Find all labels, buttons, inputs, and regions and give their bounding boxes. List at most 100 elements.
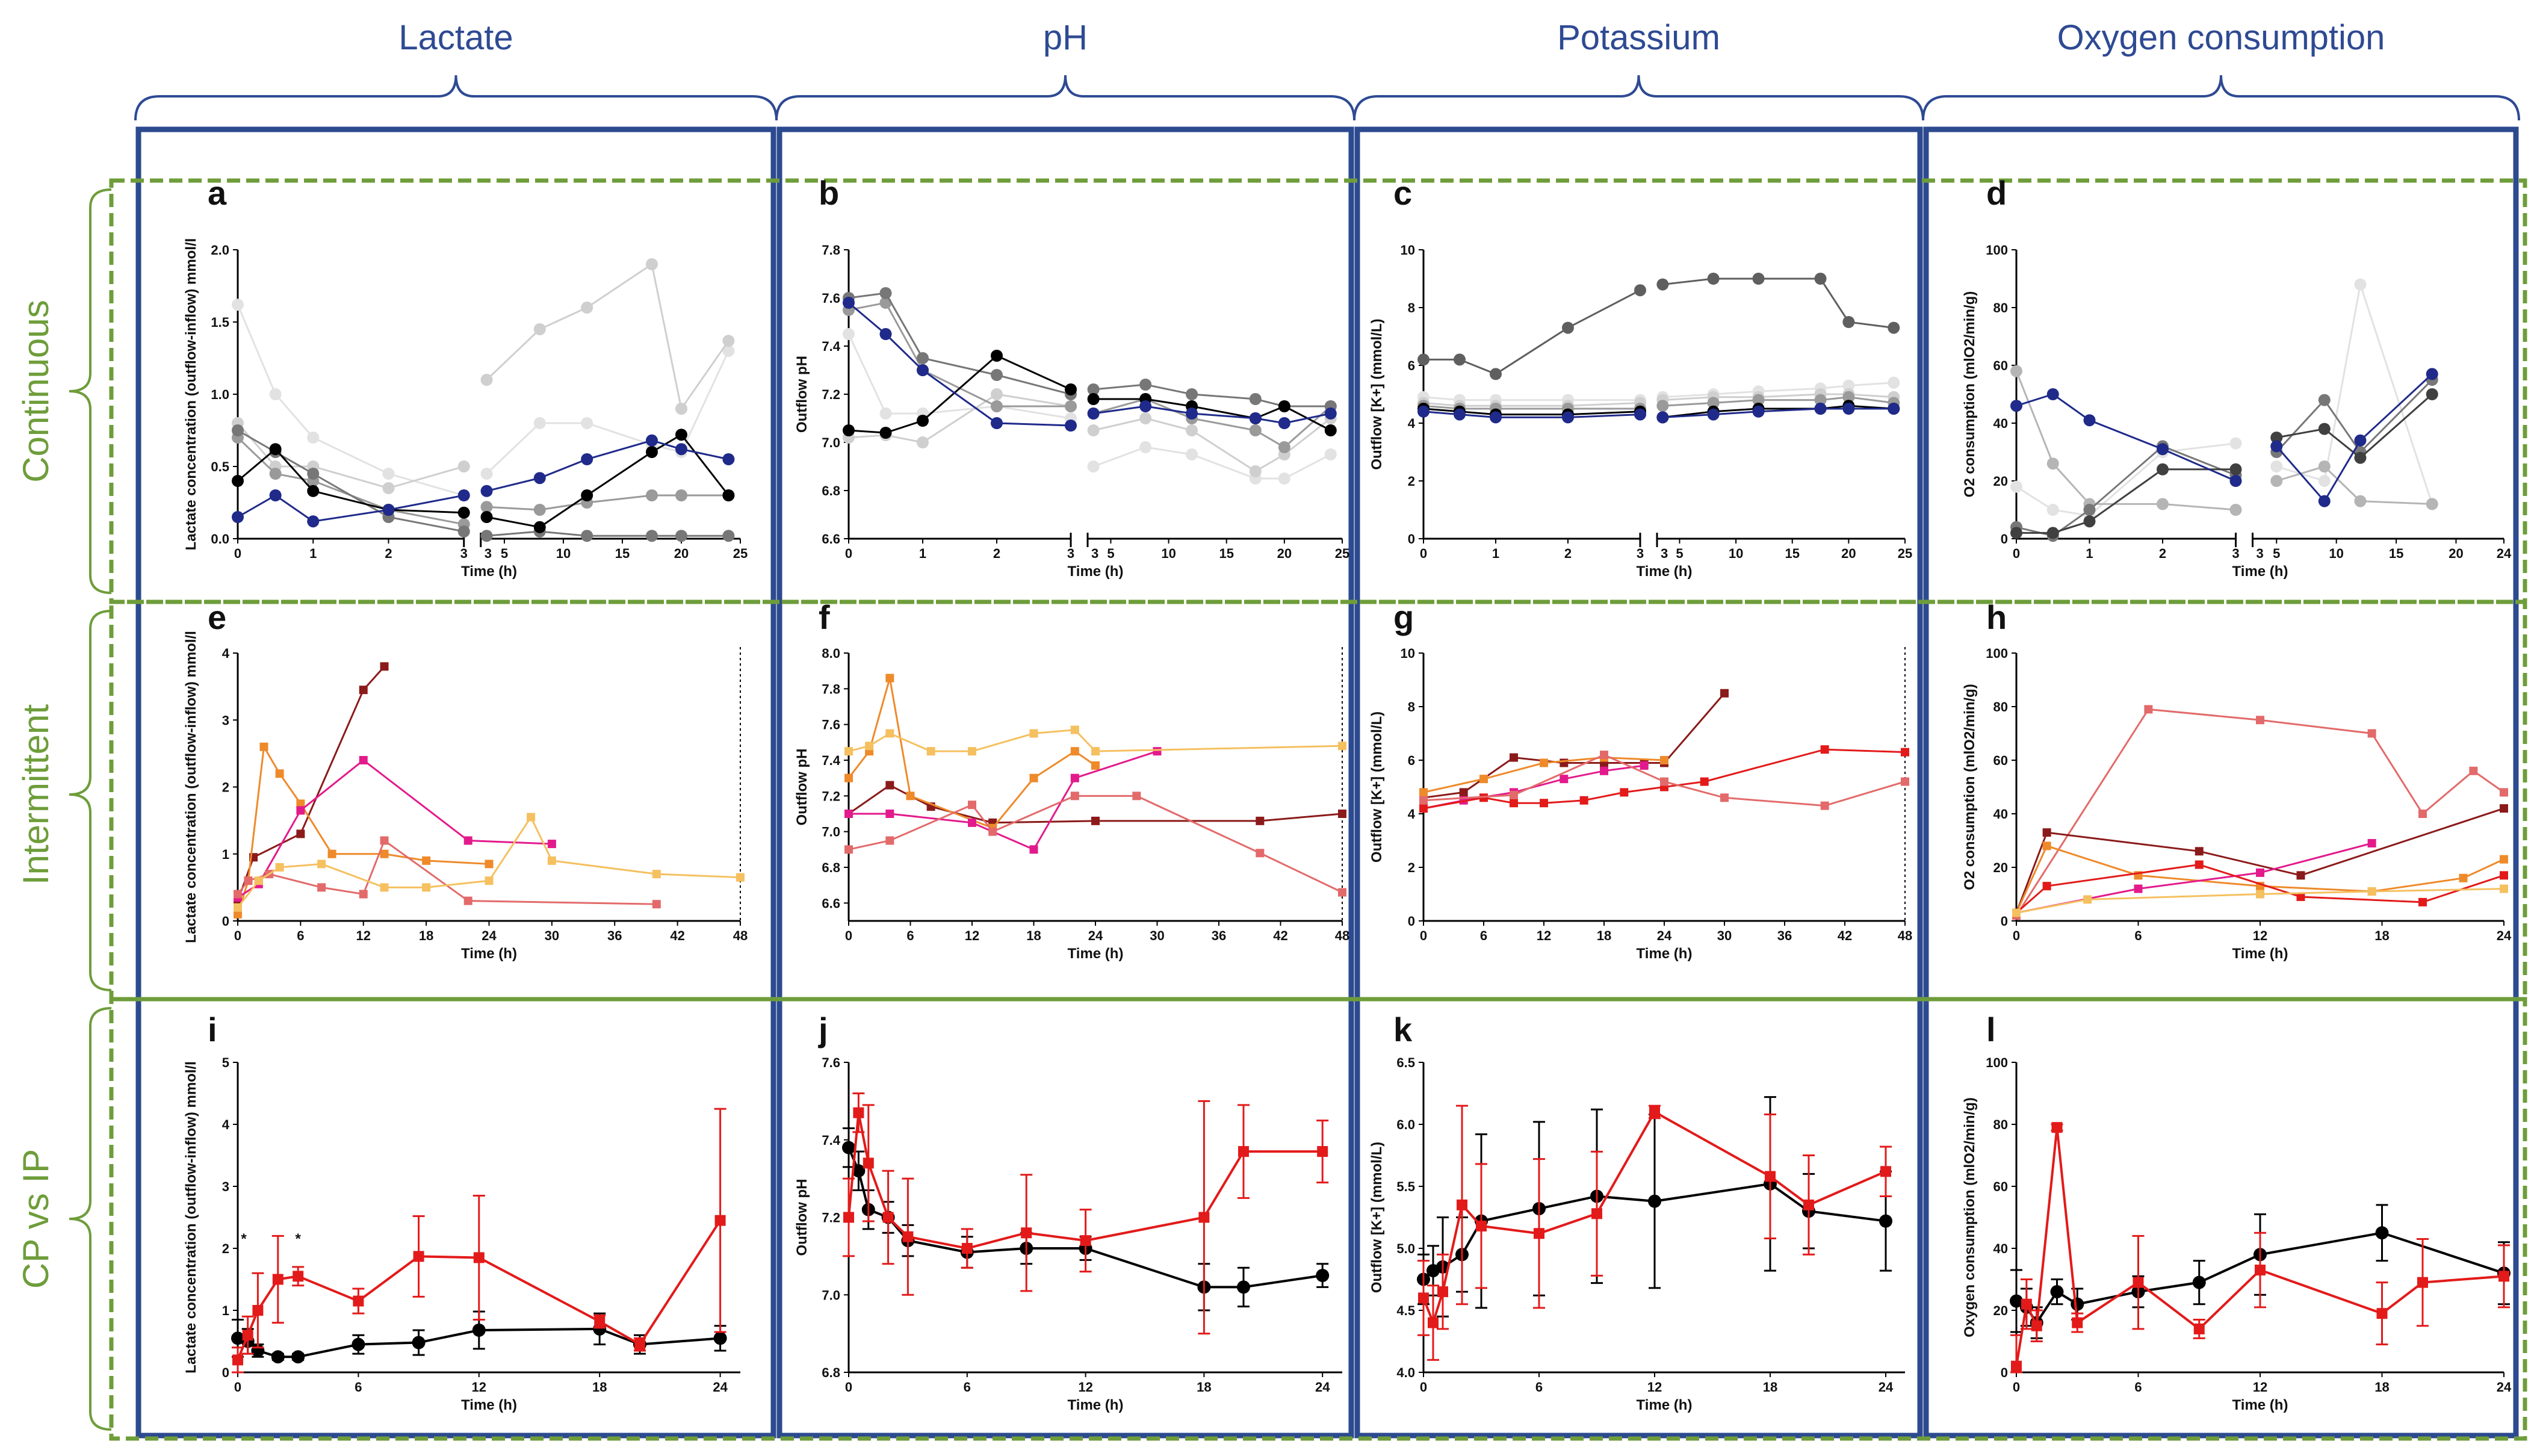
data-point <box>1901 748 1909 757</box>
data-point <box>885 836 894 845</box>
x-tick-label: 6 <box>2134 928 2142 943</box>
data-point <box>2042 841 2051 850</box>
data-point <box>1880 1166 1891 1177</box>
data-point <box>581 417 593 429</box>
x-tick-label: 25 <box>733 546 748 561</box>
data-point <box>991 417 1003 429</box>
data-point <box>1324 407 1337 420</box>
y-tick-label: 0 <box>222 914 229 929</box>
y-tick-label: 4 <box>1408 416 1416 431</box>
series-line <box>1093 383 1331 407</box>
data-point <box>844 773 853 782</box>
data-point <box>2354 451 2367 464</box>
series-line <box>1662 382 1894 398</box>
series-line <box>2016 864 2504 914</box>
x-tick-label: 12 <box>1078 1380 1092 1395</box>
data-point <box>2042 828 2051 837</box>
data-point <box>1139 412 1152 424</box>
data-point <box>1660 777 1668 786</box>
y-tick-label: 6.6 <box>822 896 840 911</box>
data-point <box>533 472 546 485</box>
column-brace-0 <box>134 75 778 121</box>
data-point <box>1256 816 1265 825</box>
y-tick-label: 8.0 <box>822 646 840 661</box>
panel-l: l 0 20 40 60 80 100 0 6 12 18 24 Time (h) Oxygen cons… <box>1962 1011 2512 1413</box>
x-tick-label: 12 <box>965 928 979 943</box>
data-point <box>269 489 282 501</box>
y-tick-label: 7.6 <box>822 1055 840 1070</box>
y-axis-label: Lactate concentration (outflow-inflow) m… <box>183 1061 199 1374</box>
y-tick-label: 6.8 <box>822 483 840 498</box>
data-point <box>2367 838 2376 847</box>
data-point <box>2021 1298 2032 1310</box>
row-label-2: CP vs IP <box>16 1149 56 1289</box>
series-line <box>847 678 1096 829</box>
x-tick-label: 0 <box>234 928 241 943</box>
data-point <box>1510 790 1518 799</box>
data-point <box>2229 437 2242 450</box>
data-point <box>232 299 244 311</box>
data-point <box>1186 424 1198 436</box>
data-point <box>1562 411 1574 424</box>
x-tick-label: 3 <box>2257 546 2264 561</box>
data-point <box>359 890 368 899</box>
y-tick-label: 20 <box>1993 860 2008 875</box>
data-point <box>1707 397 1720 409</box>
data-point <box>2083 414 2096 427</box>
data-point <box>991 369 1003 381</box>
data-point <box>296 799 305 808</box>
data-point <box>422 856 431 865</box>
data-point <box>1476 1220 1487 1231</box>
data-point <box>1660 756 1668 764</box>
x-tick-label: 6 <box>1535 1380 1543 1395</box>
x-tick-label: 24 <box>1879 1380 1894 1395</box>
data-point <box>2010 365 2022 377</box>
data-point <box>1132 792 1141 801</box>
data-point <box>1070 747 1079 756</box>
data-point <box>2500 804 2508 813</box>
panel-letter-a: a <box>208 174 227 212</box>
data-point <box>917 352 929 364</box>
x-tick-label: 0 <box>845 928 852 943</box>
x-axis-label: Time (h) <box>1068 563 1124 580</box>
data-point <box>269 443 282 456</box>
x-tick-label: 36 <box>1212 928 1226 943</box>
data-point <box>533 504 546 516</box>
data-point <box>722 335 735 347</box>
data-point <box>1186 388 1198 400</box>
data-point <box>272 1274 283 1285</box>
y-tick-label: 100 <box>1986 1055 2008 1070</box>
y-axis-label: Outflow [K+] (mmol/L) <box>1369 711 1385 863</box>
data-point <box>307 432 320 444</box>
data-point <box>675 443 687 456</box>
y-tick-label: 80 <box>1993 699 2008 714</box>
y-tick-label: 3 <box>222 1179 229 1194</box>
y-tick-label: 100 <box>1986 243 2008 258</box>
data-point <box>480 485 493 497</box>
series-line <box>1662 407 1894 418</box>
data-point <box>713 1331 727 1345</box>
y-tick-label: 2 <box>1408 860 1415 875</box>
data-point <box>1238 1146 1249 1157</box>
x-tick-label: 30 <box>545 928 559 943</box>
x-tick-label: 18 <box>2374 928 2389 943</box>
data-point <box>843 424 855 436</box>
y-tick-label: 5 <box>222 1055 229 1070</box>
data-point <box>1620 788 1629 797</box>
data-point <box>480 501 493 513</box>
x-tick-label: 0 <box>1420 1380 1427 1395</box>
data-point <box>1139 441 1152 453</box>
data-point <box>234 890 242 899</box>
y-tick-label: 6.6 <box>822 531 840 547</box>
data-point <box>968 801 976 810</box>
data-point <box>1237 1280 1250 1294</box>
data-point <box>1419 804 1428 813</box>
data-point <box>2270 432 2283 444</box>
column-title-1: pH <box>1043 18 1088 57</box>
y-axis-label: Outflow pH <box>794 1179 810 1256</box>
x-tick-label: 24 <box>2497 1380 2512 1395</box>
row-label-0: Continuous <box>16 300 56 483</box>
y-tick-label: 0 <box>1408 531 1415 547</box>
data-point <box>485 860 494 869</box>
